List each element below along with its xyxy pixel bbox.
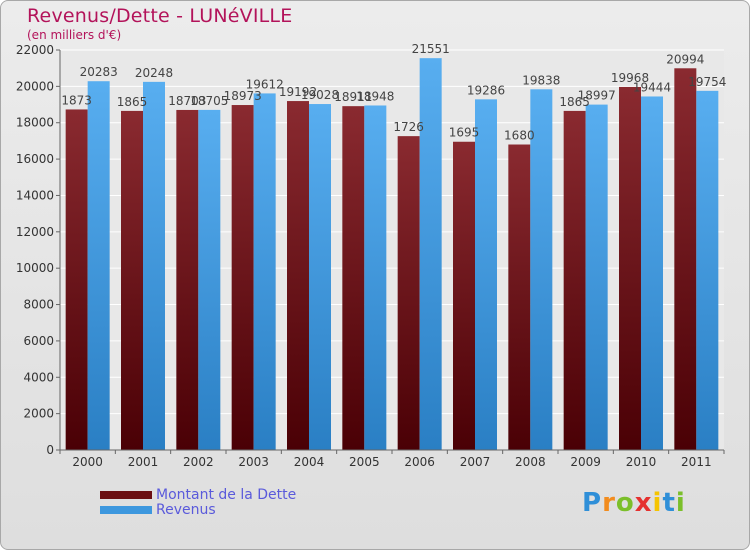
data-label-revenus: 19286 — [467, 83, 505, 97]
bar-revenus — [309, 104, 331, 450]
bar-revenus — [198, 109, 221, 450]
y-tick-label: 22000 — [16, 43, 54, 57]
data-label-revenus: 19444 — [633, 80, 671, 94]
x-tick-label: 2009 — [570, 455, 601, 469]
legend-label-dette: Montant de la Dette — [156, 486, 297, 503]
x-tick-label: 2008 — [515, 455, 546, 469]
y-tick-label: 8000 — [23, 298, 54, 312]
x-tick-label: 2003 — [238, 455, 269, 469]
y-tick-label: 0 — [46, 443, 54, 457]
bar-dette — [287, 101, 309, 451]
data-label-revenus: 19838 — [522, 73, 560, 87]
bar-dette — [397, 136, 420, 451]
legend-label-revenus: Revenus — [156, 501, 216, 518]
bar-dette — [65, 109, 88, 451]
bar-revenus — [419, 58, 442, 450]
data-labels: 1873202831865202481870318705189731961219… — [61, 42, 726, 142]
bars — [65, 58, 719, 451]
grid-lines — [60, 49, 724, 451]
y-tick-label: 4000 — [23, 370, 54, 384]
y-tick-label: 20000 — [16, 79, 54, 93]
proxiti-logo: Proxiti — [582, 488, 686, 518]
data-label-dette: 19968 — [611, 71, 649, 85]
data-label-revenus: 18705 — [190, 94, 228, 108]
y-tick-label: 16000 — [16, 152, 54, 166]
bar-revenus — [475, 99, 497, 450]
plot-area — [60, 50, 724, 450]
y-tick-label: 18000 — [16, 116, 54, 130]
x-tick-label: 2001 — [128, 455, 159, 469]
data-label-revenus: 19612 — [246, 77, 284, 91]
data-label-revenus: 21551 — [412, 42, 450, 56]
bar-revenus — [253, 93, 276, 450]
bar-revenus — [696, 90, 719, 450]
x-tick-label: 2002 — [183, 455, 214, 469]
bar-revenus — [364, 105, 387, 450]
data-label-revenus: 20248 — [135, 66, 173, 80]
y-tick-label: 6000 — [23, 334, 54, 348]
legend: Montant de la Dette Revenus — [100, 486, 297, 518]
legend-swatch-dette — [100, 490, 152, 499]
legend-swatch-revenus — [100, 505, 152, 514]
bar-dette — [674, 68, 697, 451]
bar-revenus — [143, 81, 165, 450]
data-label-revenus: 19754 — [688, 75, 726, 89]
bar-revenus — [87, 81, 110, 450]
data-label-dette: 20994 — [666, 52, 704, 66]
bar-revenus — [530, 89, 553, 451]
chart-subtitle: (en milliers d'€) — [27, 28, 122, 42]
x-tick-label: 2000 — [72, 455, 103, 469]
data-label-revenus: 19028 — [301, 88, 339, 102]
data-label-revenus: 18997 — [578, 89, 616, 103]
data-label-dette: 1865 — [117, 95, 148, 109]
data-label-dette: 18973 — [224, 89, 262, 103]
x-tick-label: 2004 — [294, 455, 325, 469]
bar-dette — [121, 110, 143, 450]
data-label-dette: 1695 — [449, 126, 480, 140]
x-tick-label: 2011 — [681, 455, 712, 469]
data-label-dette: 1873 — [61, 93, 92, 107]
bar-dette — [619, 86, 641, 450]
y-tick-label: 2000 — [23, 407, 54, 421]
x-tick-label: 2005 — [349, 455, 380, 469]
data-label-dette: 1726 — [393, 120, 424, 134]
data-label-dette: 1680 — [504, 129, 535, 143]
bar-dette — [563, 110, 586, 450]
bar-dette — [453, 141, 475, 450]
chart-title: Revenus/Dette - LUNéVILLE — [27, 5, 293, 27]
bar-dette — [231, 105, 254, 450]
bar-revenus — [585, 104, 608, 450]
data-label-dette: 1865 — [559, 95, 590, 109]
y-tick-label: 10000 — [16, 261, 54, 275]
bar-revenus — [641, 96, 663, 451]
bar-dette — [342, 106, 365, 450]
x-tick-label: 2007 — [460, 455, 491, 469]
x-tick-label: 2006 — [404, 455, 435, 469]
y-tick-label: 12000 — [16, 225, 54, 239]
data-label-dette: 18911 — [334, 90, 372, 104]
bar-dette — [176, 109, 199, 450]
data-label-dette: 19192 — [279, 85, 317, 99]
data-label-revenus: 18948 — [356, 89, 394, 103]
legend-item-dette: Montant de la Dette — [100, 486, 297, 503]
data-label-revenus: 20283 — [80, 65, 118, 79]
axes: 0 2000 4000 6000 8000 10000 12000 14000 16000 180… — [16, 43, 725, 469]
x-tick-label: 2010 — [626, 455, 657, 469]
legend-item-revenus: Revenus — [100, 501, 296, 518]
bar-dette — [508, 144, 531, 450]
y-tick-label: 14000 — [16, 188, 54, 202]
data-label-dette: 18703 — [168, 94, 206, 108]
